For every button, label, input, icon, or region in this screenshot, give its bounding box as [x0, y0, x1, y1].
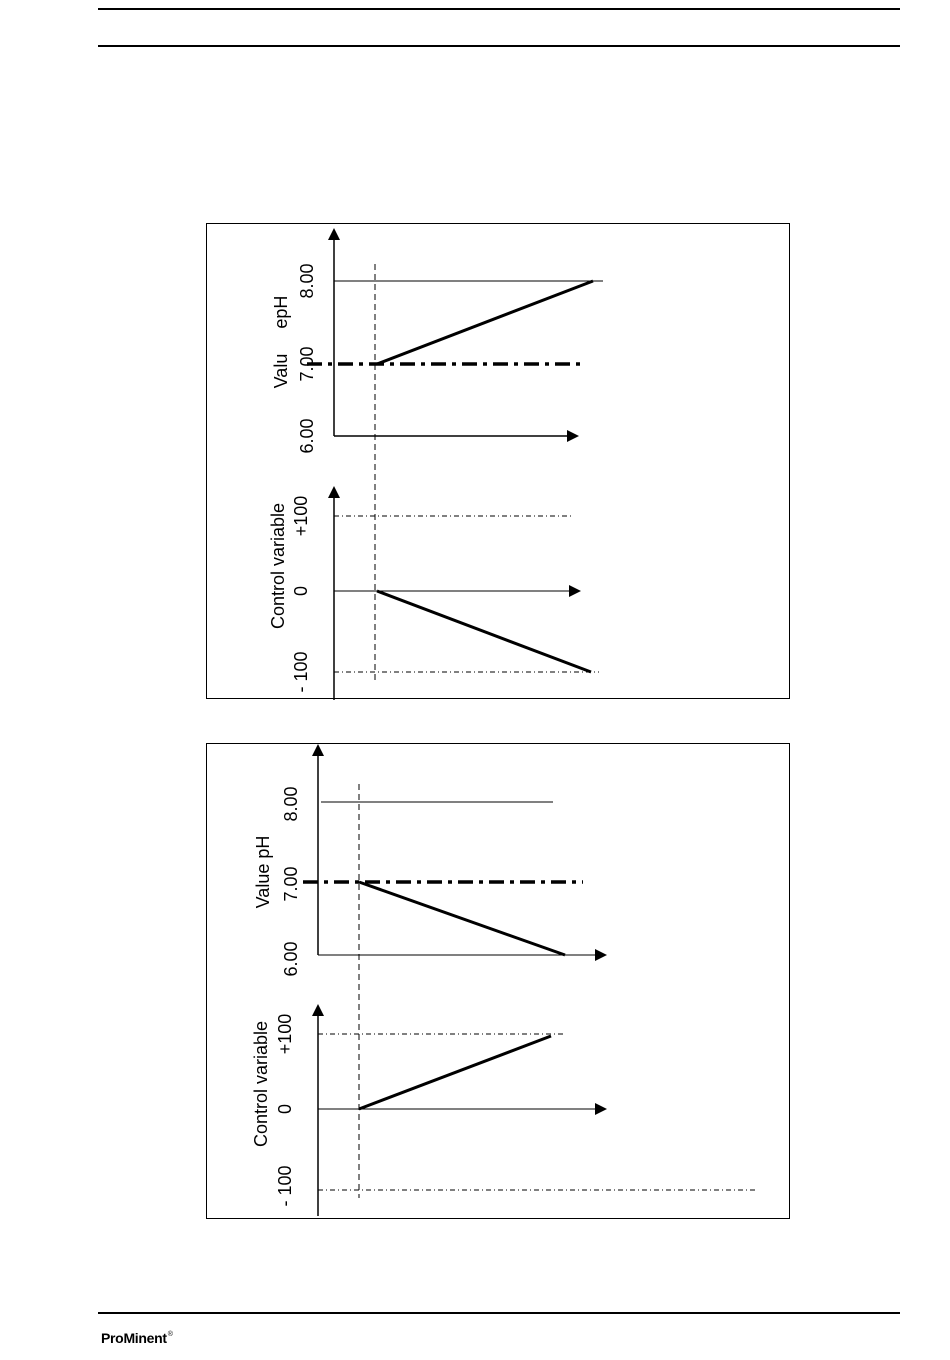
value-tick-label: 6.00 — [281, 941, 301, 976]
footer-rule — [98, 1312, 900, 1314]
control-tick-label: - 100 — [275, 1165, 295, 1206]
measured-value-line — [376, 279, 594, 366]
control-axis-label: Control variable — [268, 503, 288, 629]
prominent-logo: ProMinent® — [101, 1330, 173, 1346]
figure-ph-rising: Valu epH 6.00 7.00 8.00 Control variable… — [206, 223, 790, 700]
figure-1-plot: Valu epH 6.00 7.00 8.00 Control variable… — [268, 228, 603, 700]
control-axis-label: Control variable — [251, 1021, 271, 1147]
value-tick-label: 8.00 — [297, 263, 317, 298]
figure-ph-falling: Value pH 6.00 7.00 8.00 Control variable… — [206, 743, 790, 1219]
logo-text: ProMinent — [101, 1330, 167, 1346]
header-rule-bottom — [98, 45, 900, 47]
control-tick-label: 0 — [291, 586, 311, 596]
measured-value-line — [358, 880, 566, 957]
value-tick-label: 8.00 — [281, 786, 301, 821]
value-tick-label: 6.00 — [297, 418, 317, 453]
value-axis-label: Value pH — [253, 836, 273, 909]
value-tick-label: 7.00 — [281, 866, 301, 901]
value-axis-label: Valu epH — [271, 296, 291, 389]
header-rule-top — [98, 8, 900, 10]
control-variable-line — [358, 1034, 552, 1111]
registered-mark: ® — [167, 1331, 173, 1338]
control-variable-line — [376, 589, 592, 674]
control-tick-label: - 100 — [291, 651, 311, 692]
control-tick-label: +100 — [275, 1014, 295, 1055]
value-tick-label: 7.00 — [297, 346, 317, 381]
control-tick-label: +100 — [291, 496, 311, 537]
figure-2-plot: Value pH 6.00 7.00 8.00 Control variable… — [251, 744, 755, 1216]
control-tick-label: 0 — [275, 1104, 295, 1114]
